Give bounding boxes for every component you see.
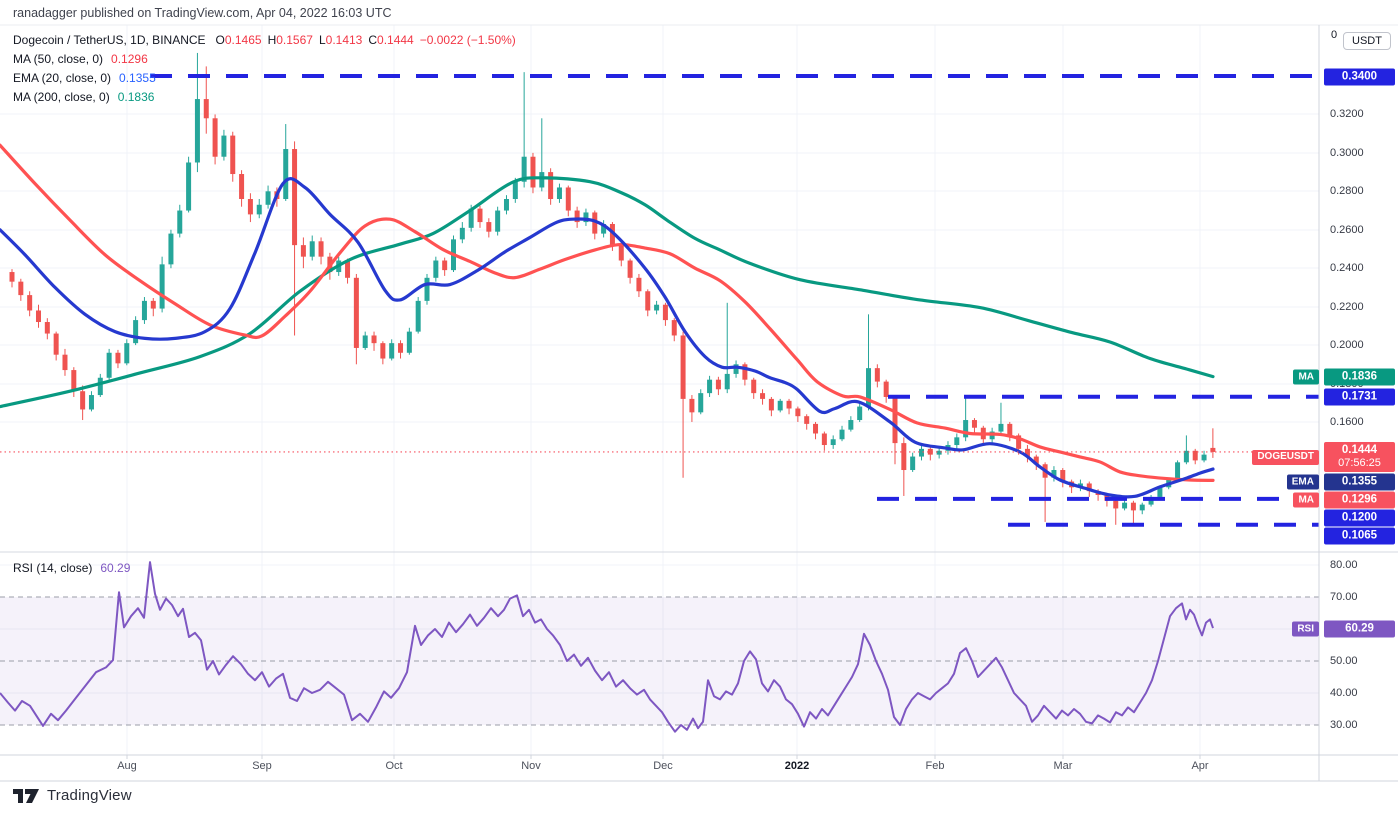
rsi-band [0,596,1319,726]
badge-pill: MA [1293,492,1319,508]
rsi-axis-label: 40.00 [1330,687,1358,699]
rsi-axis-label: 50.00 [1330,655,1358,667]
axis-badge-0.3400: 0.3400 [1324,68,1395,86]
time-axis-label-Apr: Apr [1191,760,1209,772]
indicator-legend-ma50[interactable]: MA (50, close, 0) 0.1296 [13,52,148,66]
price-axis-label: 0.2400 [1330,262,1364,274]
publish-header: ranadagger published on TradingView.com,… [13,6,392,20]
time-axis-label-Feb: Feb [925,760,945,772]
tradingview-logo-icon [13,788,39,803]
axis-badge-60.29: RSI 60.29 [1292,620,1395,638]
rsi-axis-label: 30.00 [1330,719,1358,731]
ema20-line [0,177,1215,499]
ohlc-values: O0.1465 H0.1567 L0.1413 C0.1444 −0.0022 (−1.… [215,33,516,47]
time-axis-label-Mar: Mar [1053,760,1073,772]
badge-value: 0.1836 [1324,368,1395,386]
axis-badge-0.1200: 0.1200 [1324,509,1395,527]
badge-value: 60.29 [1324,620,1395,638]
tradingview-logo[interactable]: TradingView [13,787,132,804]
price-axis-label: 0.2800 [1330,185,1364,197]
badge-value: 0.3400 [1324,68,1395,86]
axis-badge-0.1296: MA 0.1296 [1293,491,1395,509]
badge-value: 0.1731 [1324,388,1395,406]
badge-value: 0.1355 [1324,473,1395,491]
axis-badge-0.1355: EMA 0.1355 [1286,473,1395,491]
scale-exponent: 0 [1331,29,1338,41]
axis-badge-0.1444: DOGEUSDT 0.1444 07:56:25 [1252,442,1395,472]
price-axis-label: 0.1600 [1330,416,1364,428]
symbol-legend-row[interactable]: Dogecoin / TetherUS, 1D, BINANCE O0.1465 H… [13,33,522,47]
price-axis-label: 0.3000 [1330,147,1364,159]
change-value: −0.0022 (−1.50%) [419,33,516,47]
time-axis-label-Aug: Aug [117,760,137,772]
ma200-line [0,176,1215,409]
rsi-axis-label: 80.00 [1330,559,1358,571]
time-axis-label-Oct: Oct [385,760,403,772]
time-axis-label-Dec: Dec [653,760,673,772]
candles-layer [9,52,1216,525]
price-axis-label: 0.3200 [1330,108,1364,120]
axis-badge-0.1731: 0.1731 [1324,388,1395,406]
indicator-legend-ma200[interactable]: MA (200, close, 0) 0.1836 [13,90,155,104]
time-axis-label-2022: 2022 [784,760,810,772]
price-axis-label: 0.2200 [1330,301,1364,313]
rsi-legend-row[interactable]: RSI (14, close) 60.29 [13,561,131,575]
ma50-line [0,143,1215,482]
axis-badge-0.1836: MA 0.1836 [1293,368,1395,386]
usdt-scale-chip[interactable]: USDT [1343,32,1391,50]
badge-pill: EMA [1286,474,1319,490]
time-axis-label-Sep: Sep [252,760,272,772]
price-axis-label: 0.2000 [1330,339,1364,351]
badge-value: 0.1065 [1324,527,1395,545]
countdown-timer: 07:56:25 [1338,457,1381,469]
badge-value: 0.1200 [1324,509,1395,527]
indicator-legend-ema20[interactable]: EMA (20, close, 0) 0.1355 [13,71,156,85]
badge-pill: DOGEUSDT [1252,449,1319,465]
axis-badge-0.1065: 0.1065 [1324,527,1395,545]
pane-borders [0,24,1398,782]
badge-value: 0.1444 07:56:25 [1324,442,1395,472]
time-axis-label-Nov: Nov [521,760,541,772]
rsi-axis-label: 70.00 [1330,591,1358,603]
badge-pill: RSI [1292,621,1319,637]
badge-value: 0.1296 [1324,491,1395,509]
symbol-title: Dogecoin / TetherUS, 1D, BINANCE [13,33,206,47]
price-axis-label: 0.2600 [1330,224,1364,236]
rsi-line [0,561,1214,733]
badge-pill: MA [1293,369,1319,385]
